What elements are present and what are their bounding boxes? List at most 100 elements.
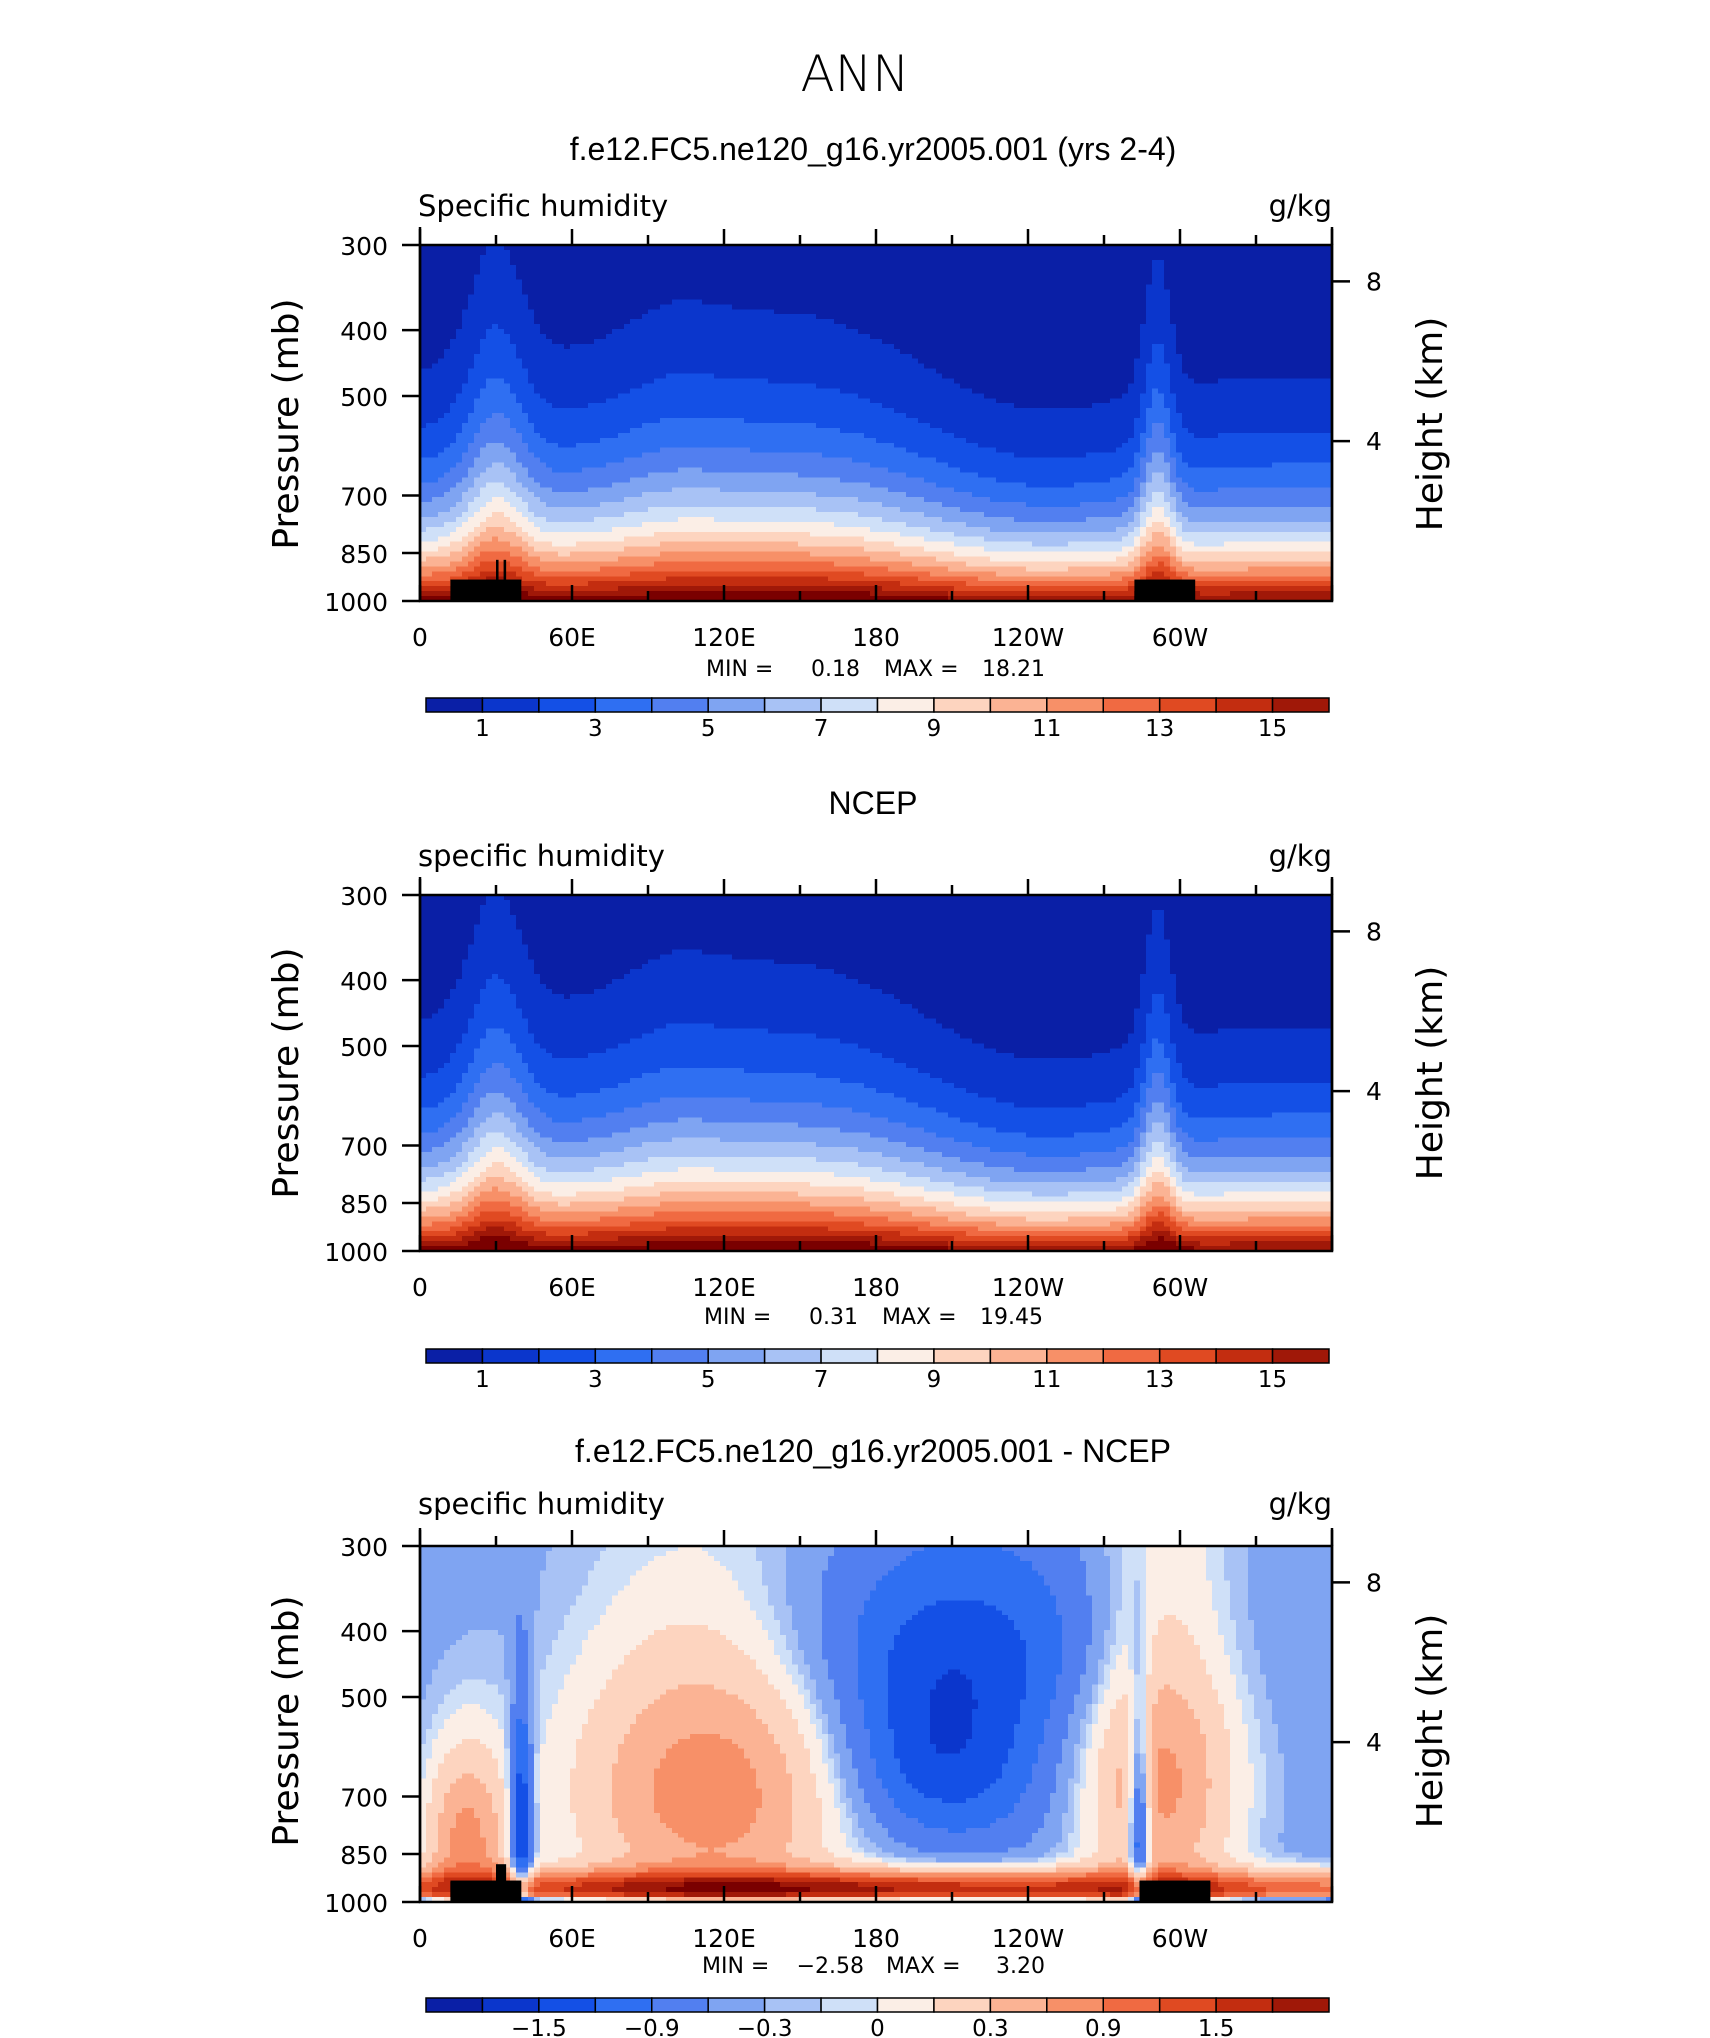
colorbar-label: −0.9 xyxy=(624,2016,680,2038)
colorbar: 1 3 5 7 9 11 13 15 xyxy=(426,1349,1329,1393)
max-label: MAX = xyxy=(882,1305,957,1330)
max-label: MAX = xyxy=(886,1954,961,1979)
colorbar-box xyxy=(426,1998,482,2012)
x-tick-label: 0 xyxy=(412,1273,428,1302)
y2-axis-label: Height (km) xyxy=(1410,1614,1451,1828)
colorbar-box xyxy=(1047,698,1103,712)
colorbar-box xyxy=(1160,1349,1216,1363)
colorbar-box xyxy=(708,698,764,712)
y-tick-label: 500 xyxy=(340,383,388,412)
colorbar-box xyxy=(595,1349,651,1363)
colorbar-box xyxy=(1047,1998,1103,2012)
stats-line: MIN = −2.58 MAX = 3.20 xyxy=(702,1954,1045,1979)
colorbar-box xyxy=(821,1998,877,2012)
min-label: MIN = xyxy=(704,1305,771,1330)
panel-title: NCEP xyxy=(829,785,918,821)
y2-tick-label: 8 xyxy=(1366,267,1382,296)
x-tick-label: 120W xyxy=(992,623,1064,652)
y-tick-label: 400 xyxy=(340,1618,388,1647)
y-axis-label: Pressure (mb) xyxy=(266,298,307,549)
colorbar-box xyxy=(1216,698,1272,712)
x-tick-label: 0 xyxy=(412,1924,428,1953)
topography-mask xyxy=(450,580,521,601)
colorbar-label: 1 xyxy=(475,716,490,742)
min-label: MIN = xyxy=(702,1954,769,1979)
colorbar-label: 5 xyxy=(701,1367,716,1393)
y2-tick-label: 8 xyxy=(1366,917,1382,946)
colorbar-label: −0.3 xyxy=(737,2016,793,2038)
y-tick-label: 850 xyxy=(340,540,388,569)
colorbar-box xyxy=(1047,1349,1103,1363)
contour-fill xyxy=(420,1546,1333,1903)
panel-title: f.e12.FC5.ne120_g16.yr2005.001 - NCEP xyxy=(575,1433,1171,1469)
colorbar-label: 15 xyxy=(1258,716,1287,742)
x-tick-label: 0 xyxy=(412,623,428,652)
colorbar-box xyxy=(1160,698,1216,712)
topography-mask xyxy=(504,560,507,601)
y-tick-label: 700 xyxy=(340,1133,388,1162)
right-string: g/kg xyxy=(1269,1487,1332,1521)
y2-tick-label: 8 xyxy=(1366,1568,1382,1597)
x-tick-label: 60E xyxy=(548,1924,596,1953)
max-value: 3.20 xyxy=(996,1954,1045,1979)
panel-difference: f.e12.FC5.ne120_g16.yr2005.001 - NCEP sp… xyxy=(266,1433,1451,2038)
colorbar-box xyxy=(1103,698,1159,712)
x-tick-label: 120W xyxy=(992,1273,1064,1302)
colorbar-label: 13 xyxy=(1145,1367,1174,1393)
colorbar-box xyxy=(1273,1998,1329,2012)
contour-fill xyxy=(420,895,1333,1252)
x-tick-label: 120W xyxy=(992,1924,1064,1953)
x-tick-label: 60W xyxy=(1152,1924,1209,1953)
topography-mask xyxy=(1134,580,1195,601)
min-label: MIN = xyxy=(706,657,773,682)
y-tick-label: 700 xyxy=(340,483,388,512)
panel-model: f.e12.FC5.ne120_g16.yr2005.001 (yrs 2-4)… xyxy=(266,131,1451,742)
min-value: −2.58 xyxy=(797,1954,864,1979)
colorbar-box xyxy=(765,698,821,712)
colorbar-box xyxy=(482,698,538,712)
panel-ncep: NCEP specific humidity g/kg Pressure (mb… xyxy=(266,785,1451,1393)
y-tick-label: 850 xyxy=(340,1190,388,1219)
colorbar-box xyxy=(934,1349,990,1363)
y-tick-label: 1000 xyxy=(324,588,388,617)
min-value: 0.31 xyxy=(809,1305,858,1330)
colorbar-box xyxy=(765,1349,821,1363)
y-tick-label: 500 xyxy=(340,1033,388,1062)
colorbar-box xyxy=(1103,1998,1159,2012)
stats-line: MIN = 0.18 MAX = 18.21 xyxy=(706,657,1045,682)
colorbar-box xyxy=(934,698,990,712)
x-tick-label: 60E xyxy=(548,623,596,652)
x-tick-label: 60E xyxy=(548,1273,596,1302)
colorbar-box xyxy=(990,1998,1046,2012)
colorbar-box xyxy=(1103,1349,1159,1363)
colorbar-label: 0.3 xyxy=(972,2016,1009,2038)
colorbar-box xyxy=(652,698,708,712)
y-tick-label: 850 xyxy=(340,1841,388,1870)
colorbar-label: 1.5 xyxy=(1198,2016,1235,2038)
colorbar-box xyxy=(1160,1998,1216,2012)
left-string: Specific humidity xyxy=(418,189,668,223)
y-tick-label: 300 xyxy=(340,882,388,911)
colorbar-label: 9 xyxy=(927,1367,942,1393)
figure-title: ANN xyxy=(800,45,909,103)
y2-tick-label: 4 xyxy=(1366,427,1382,456)
colorbar-label: 0.9 xyxy=(1085,2016,1122,2038)
colorbar-box xyxy=(539,1998,595,2012)
colorbar-box xyxy=(878,1349,934,1363)
colorbar-box xyxy=(821,698,877,712)
x-tick-label: 120E xyxy=(692,623,756,652)
topography-mask xyxy=(496,1864,506,1902)
colorbar-box xyxy=(426,1349,482,1363)
colorbar-box xyxy=(878,698,934,712)
y-tick-label: 300 xyxy=(340,1533,388,1562)
y2-tick-label: 4 xyxy=(1366,1728,1382,1757)
x-tick-label: 180 xyxy=(852,1273,900,1302)
colorbar-label: 11 xyxy=(1032,1367,1061,1393)
colorbar-label: 5 xyxy=(701,716,716,742)
x-tick-label: 180 xyxy=(852,1924,900,1953)
colorbar-box xyxy=(708,1998,764,2012)
colorbar-box xyxy=(878,1998,934,2012)
y-tick-label: 700 xyxy=(340,1784,388,1813)
